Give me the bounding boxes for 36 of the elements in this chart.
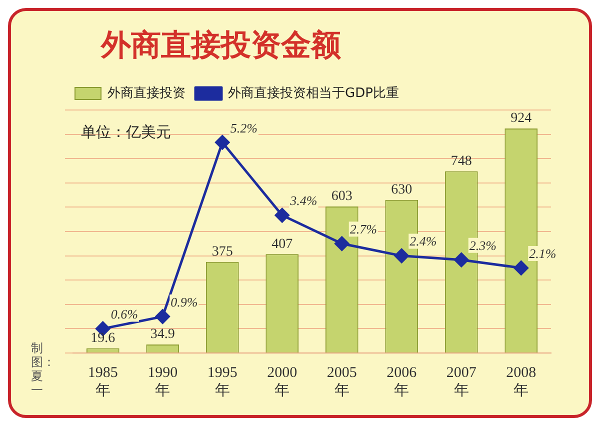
legend-label: 外商直接投资相当于GDP比重	[228, 86, 399, 101]
x-tick-label: 2008年	[506, 364, 536, 399]
point	[514, 260, 528, 276]
annotation: 单位：亿美元	[81, 123, 171, 142]
x-tick-label: 2006年	[386, 364, 418, 399]
point	[274, 208, 290, 223]
text: 制图：夏一	[31, 341, 55, 397]
x-tick-label: 1990年	[148, 364, 178, 399]
data-label: 407	[272, 236, 293, 252]
x-tick-label: 1995年	[207, 364, 238, 399]
x-tick-label: 2000年	[267, 364, 298, 399]
data-label: 5.2%	[230, 120, 258, 136]
chart-title: 外商直接投资金额	[101, 27, 341, 65]
data-label: 3.4%	[289, 193, 318, 208]
x-tick-label: 1985年	[88, 364, 118, 399]
data-label: 2.7%	[350, 222, 378, 237]
x-tick-label: 2007年	[446, 364, 477, 399]
data-label: 0.6%	[110, 306, 138, 322]
point	[334, 236, 350, 251]
data-label: 603	[331, 189, 352, 204]
data-label: 924	[510, 111, 532, 126]
data-label: 2.4%	[410, 234, 437, 249]
point	[454, 252, 469, 268]
data-label: 2.1%	[529, 246, 556, 261]
data-label: 748	[450, 154, 472, 169]
data-label: 630	[391, 182, 412, 198]
data-label: 0.9%	[170, 294, 198, 310]
data-label: 375	[212, 244, 233, 260]
x-tick-label: 2005年	[326, 364, 357, 399]
data-label: 34.9	[150, 327, 175, 342]
point	[155, 309, 170, 324]
data-label: 2.3%	[469, 238, 497, 253]
point	[394, 248, 409, 264]
legend-label: 外商直接投资	[108, 86, 186, 101]
point	[215, 135, 230, 150]
data-label: 19.6	[90, 330, 116, 346]
